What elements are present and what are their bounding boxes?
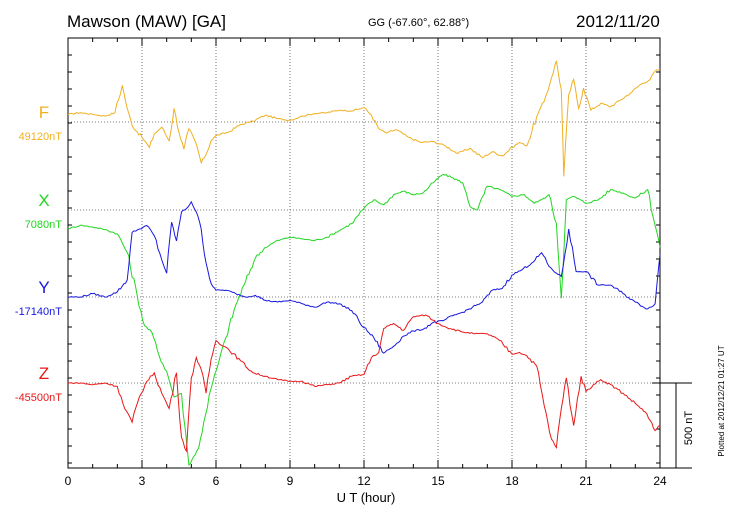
- date-label: 2012/11/20: [576, 12, 660, 31]
- plotted-at-note: Plotted at 2012/12/21 01:27 UT: [717, 345, 726, 456]
- x-tick-label: 12: [357, 474, 371, 488]
- series-f-label: F: [39, 103, 49, 122]
- station-title: Mawson (MAW) [GA]: [67, 12, 226, 31]
- series-z-trace: [67, 314, 661, 453]
- series-z-label: Z: [39, 364, 49, 383]
- series-x-label: X: [38, 191, 49, 210]
- series-x-trace: [67, 173, 661, 467]
- geographic-coordinates: GG (-67.60°, 62.88°): [368, 17, 470, 29]
- gridlines: [68, 38, 660, 468]
- x-tick-label: 6: [213, 474, 220, 488]
- x-tick-label: 9: [287, 474, 294, 488]
- axis-ticks: 0 3 6 9 12 15 18 21 24: [65, 38, 667, 488]
- x-tick-label: 21: [579, 474, 593, 488]
- x-tick-label: 15: [431, 474, 445, 488]
- plot-frame: [67, 37, 661, 469]
- series-traces: [67, 60, 661, 467]
- x-tick-label: 0: [65, 474, 72, 488]
- series-y-baseline-label: -17140nT: [15, 306, 62, 318]
- series-z-baseline-label: -45500nT: [15, 392, 62, 404]
- series-x-baseline-label: 7080nT: [25, 219, 63, 231]
- scale-bar-label: 500 nT: [683, 411, 695, 446]
- channel-labels: F 49120nT X 7080nT Y -17140nT Z -45500nT: [15, 103, 62, 404]
- series-f-baseline-label: 49120nT: [19, 131, 63, 143]
- x-tick-label: 3: [139, 474, 146, 488]
- x-axis-title: U T (hour): [337, 490, 396, 505]
- x-tick-label: 18: [505, 474, 519, 488]
- series-f-trace: [67, 60, 661, 177]
- series-y-label: Y: [38, 278, 49, 297]
- scale-bar: 500 nT: [652, 382, 695, 469]
- series-y-trace: [67, 200, 661, 354]
- x-tick-label: 24: [653, 474, 667, 488]
